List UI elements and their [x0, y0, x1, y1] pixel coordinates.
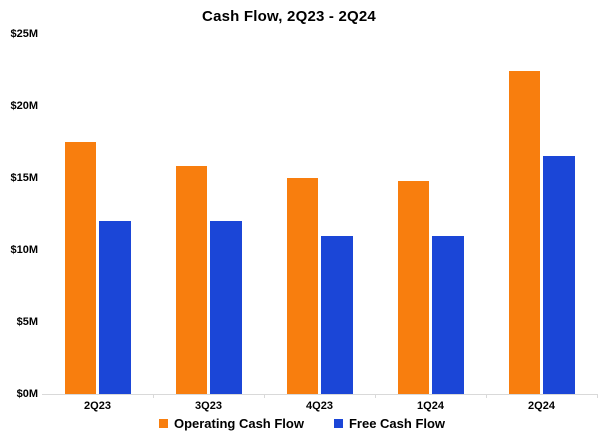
legend-item-operating-cash-flow: Operating Cash Flow	[158, 416, 304, 431]
bar-operating-cash-flow-4q23	[287, 178, 318, 394]
x-axis-label-4q23: 4Q23	[306, 400, 333, 412]
legend-swatch-operating-cash-flow	[158, 419, 168, 428]
plot-area	[42, 34, 597, 394]
legend: Operating Cash Flow Free Cash Flow	[0, 416, 604, 431]
legend-swatch-free-cash-flow	[333, 419, 343, 428]
x-axis-label-3q23: 3Q23	[195, 400, 222, 412]
bar-operating-cash-flow-2q23	[65, 142, 96, 394]
y-axis-label--25m: $25M	[10, 28, 38, 40]
bar-free-cash-flow-2q24	[543, 156, 575, 394]
y-axis-label--15m: $15M	[10, 172, 38, 184]
x-axis-label-2q24: 2Q24	[528, 400, 555, 412]
x-axis-label-1q24: 1Q24	[417, 400, 444, 412]
x-axis-tick	[153, 394, 154, 398]
x-axis-tick	[375, 394, 376, 398]
x-axis-tick	[597, 394, 598, 398]
x-axis-line	[42, 394, 598, 395]
x-axis-label-2q23: 2Q23	[84, 400, 111, 412]
bar-free-cash-flow-1q24	[432, 236, 464, 394]
bar-operating-cash-flow-1q24	[398, 181, 429, 394]
y-axis-label--5m: $5M	[16, 316, 38, 328]
x-axis-tick	[264, 394, 265, 398]
y-axis-label--0m: $0M	[16, 388, 38, 400]
x-axis-tick	[486, 394, 487, 398]
y-axis-label--20m: $20M	[10, 100, 38, 112]
chart-title: Cash Flow, 2Q23 - 2Q24	[202, 8, 376, 25]
bar-operating-cash-flow-2q24	[509, 71, 540, 394]
bar-operating-cash-flow-3q23	[176, 166, 207, 394]
bar-free-cash-flow-3q23	[210, 221, 242, 394]
legend-item-free-cash-flow: Free Cash Flow	[333, 416, 446, 431]
legend-label-free-cash-flow: Free Cash Flow	[348, 416, 446, 431]
legend-label-operating-cash-flow: Operating Cash Flow	[173, 416, 304, 431]
bar-free-cash-flow-2q23	[99, 221, 131, 394]
bar-free-cash-flow-4q23	[321, 236, 353, 394]
y-axis-label--10m: $10M	[10, 244, 38, 256]
